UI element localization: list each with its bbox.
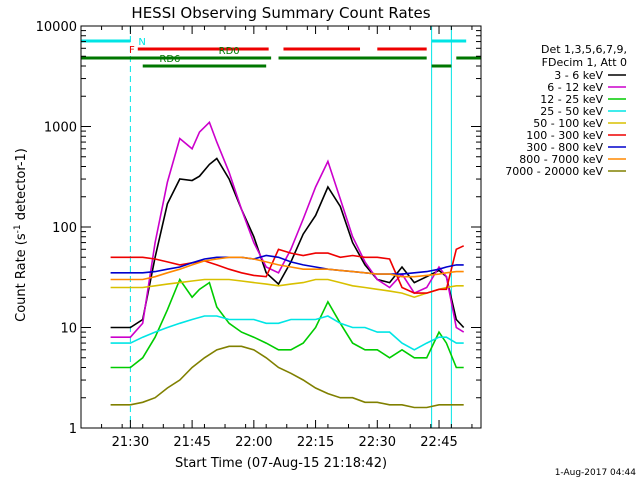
x-tick-label: 22:45 (420, 435, 457, 450)
x-tick-label: 22:00 (235, 435, 272, 450)
series-line-4 (110, 278, 464, 299)
series-line-5 (110, 245, 465, 294)
plot-frame (80, 25, 482, 429)
series-line-7 (110, 256, 464, 281)
x-axis-label: Start Time (07-Aug-15 21:18:42) (175, 456, 387, 471)
y-tick-label: 1000 (44, 121, 77, 136)
series-layer (110, 120, 465, 409)
x-tick-label: 21:45 (173, 435, 210, 450)
x-axis-ticks: 21:30 21:45 22:00 22:15 22:30 22:45 (80, 26, 473, 450)
legend-header: Det 1,3,5,6,7,9, (541, 43, 627, 56)
flag-label: N (138, 37, 145, 48)
flag-label: RD6 (159, 54, 180, 65)
vertical-markers (80, 26, 482, 428)
legend-header: FDecim 1, Att 0 (542, 56, 627, 69)
footer-timestamp: 1-Aug-2017 04:44 (555, 468, 637, 478)
legend: Det 1,3,5,6,7,9,FDecim 1, Att 03 - 6 keV… (505, 43, 627, 178)
flag-bars: NF RD0 RD6 (81, 37, 481, 68)
legend-entry-label: 800 - 7000 keV (519, 153, 603, 166)
y-tick-label: 100 (52, 221, 77, 236)
x-tick-label: 21:30 (112, 435, 149, 450)
series-line-3 (110, 315, 464, 351)
legend-entry-label: 12 - 25 keV (540, 93, 603, 106)
flag-label: RD0 (219, 46, 240, 57)
legend-entry-label: 50 - 100 keV (533, 117, 603, 130)
y-tick-label: 1 (69, 422, 77, 437)
y-tick-label: 10 (60, 322, 77, 337)
legend-entry-label: 300 - 800 keV (526, 141, 603, 154)
chart-title: HESSI Observing Summary Count Rates (131, 4, 430, 22)
flag-label: F (129, 45, 135, 56)
legend-entry-label: 3 - 6 keV (554, 69, 603, 82)
series-line-2 (110, 277, 464, 369)
y-axis-ticks: 1 10 100 1000 10000 (36, 20, 481, 437)
series-line-6 (110, 254, 464, 275)
x-tick-label: 22:15 (297, 435, 334, 450)
legend-entry-label: 6 - 12 keV (547, 81, 603, 94)
legend-entry-label: 100 - 300 keV (526, 129, 603, 142)
legend-entry-label: 25 - 50 keV (540, 105, 603, 118)
series-line-8 (110, 345, 464, 409)
legend-entry-label: 7000 - 20000 keV (505, 165, 603, 178)
y-tick-label: 10000 (36, 20, 77, 35)
series-line-1 (110, 120, 465, 338)
x-tick-label: 22:30 (359, 435, 396, 450)
y-axis-label: Count Rate (s-1 detector-1) (13, 148, 29, 322)
series-line-0 (110, 157, 465, 329)
